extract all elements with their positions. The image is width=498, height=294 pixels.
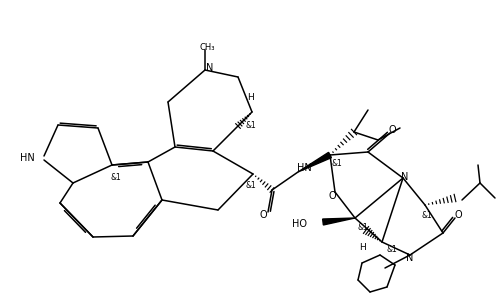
Text: O: O [328,191,336,201]
Text: O: O [454,210,462,220]
Text: &1: &1 [358,223,369,231]
Text: N: N [401,172,409,182]
Text: &1: &1 [387,245,398,255]
Polygon shape [298,152,331,172]
Text: &1: &1 [246,121,257,129]
Text: &1: &1 [422,211,433,220]
Text: &1: &1 [110,173,121,183]
Text: &1: &1 [332,158,343,168]
Text: O: O [388,125,396,135]
Text: N: N [406,253,414,263]
Text: HN: HN [297,163,312,173]
Text: HO: HO [292,219,307,229]
Text: O: O [259,210,267,220]
Text: H: H [247,93,253,101]
Text: &1: &1 [245,181,256,191]
Text: CH₃: CH₃ [199,44,215,53]
Text: HN: HN [20,153,35,163]
Text: H: H [359,243,366,251]
Polygon shape [323,218,355,225]
Text: N: N [206,63,214,73]
